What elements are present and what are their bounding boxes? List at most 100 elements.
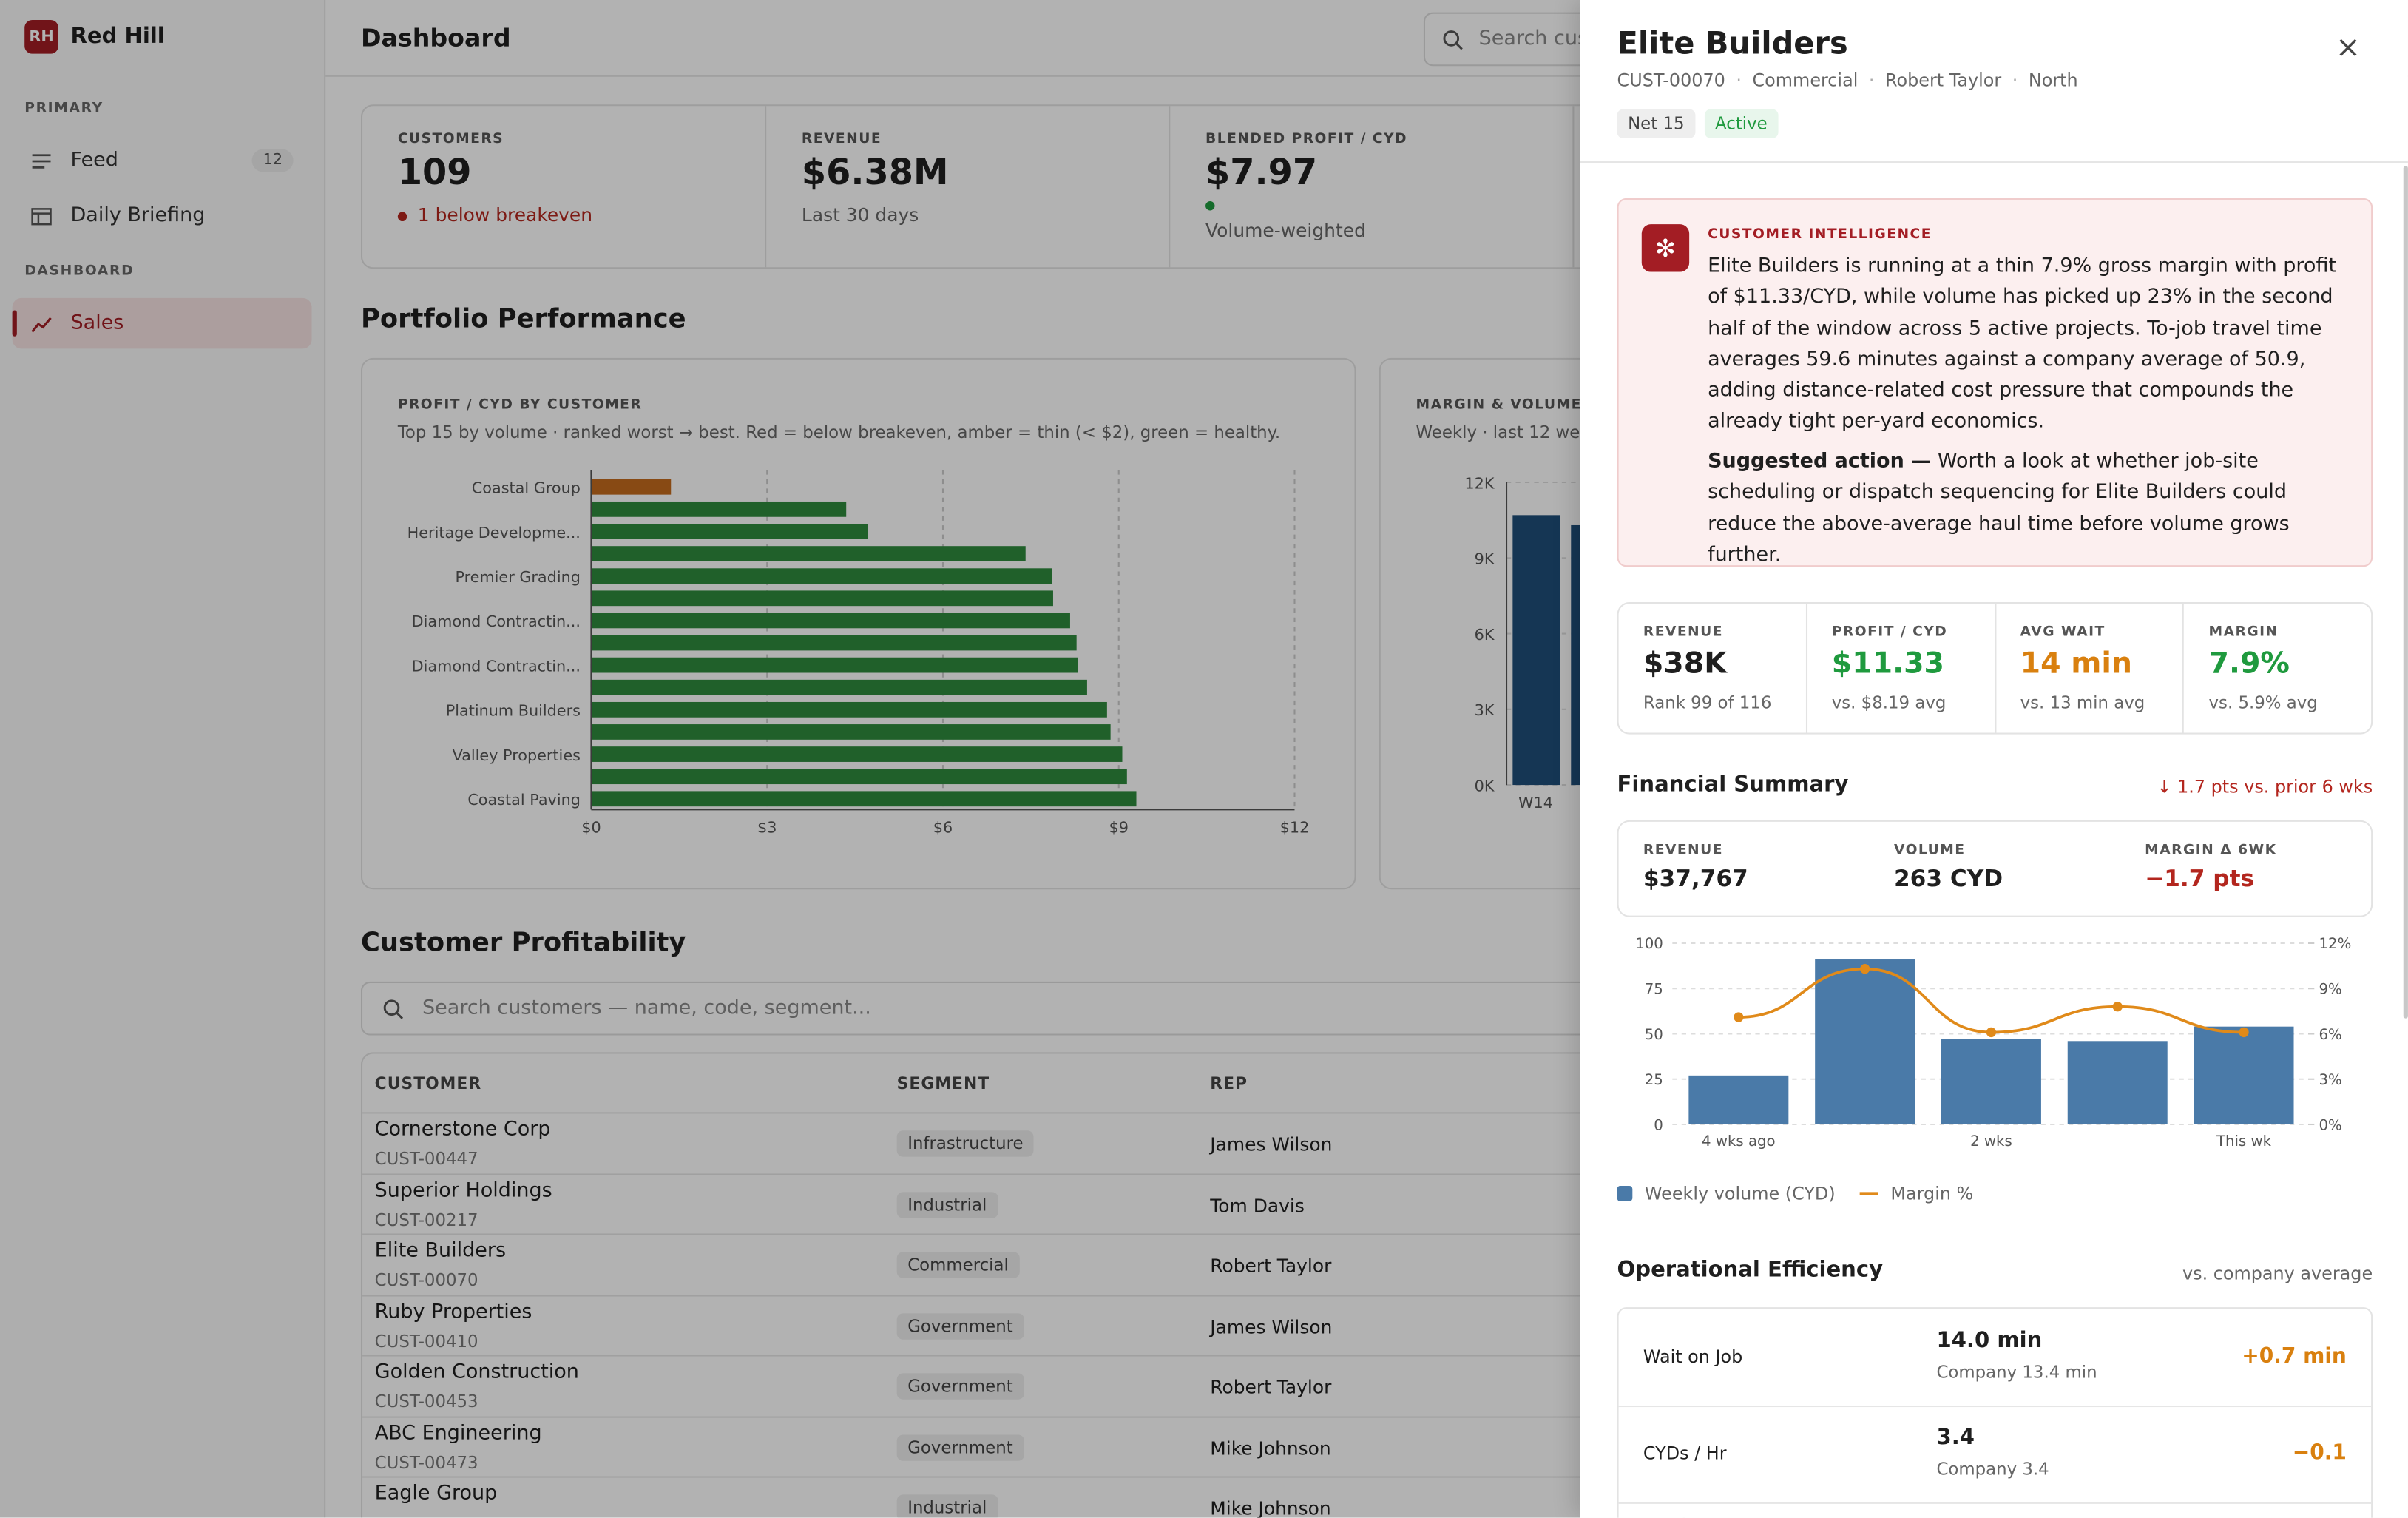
nav-item[interactable]: Daily Briefing [13, 190, 312, 241]
meta: CUST-00070 · Commercial · Robert Taylor · Nort… [1617, 69, 2078, 90]
stat-value: $37,767 [1643, 865, 1748, 893]
bar [591, 679, 1087, 695]
ops-value: 3.4 [1936, 1425, 1975, 1451]
metric-note: vs. 13 min avg [2020, 692, 2145, 713]
nav-icon [31, 207, 52, 225]
scrollbar[interactable] [2403, 166, 2408, 1019]
table-row[interactable]: Elite Builders CUST-00070 Commercial Robert… [362, 1233, 1683, 1295]
y-tick-label: Coastal Paving [467, 791, 581, 809]
table-row[interactable]: Superior Holdings CUST-00217 Industrial Tom… [362, 1173, 1683, 1235]
tag: Net 15 [1617, 109, 1696, 138]
separator: · [1736, 69, 1742, 91]
bar [2067, 1041, 2168, 1124]
rep: Robert Taylor [1210, 1255, 1332, 1277]
kpi-note: Last 30 days [801, 204, 919, 226]
y-tick-label: 0K [1475, 777, 1495, 795]
chart-subtitle: Weekly · last 12 wee [1416, 422, 1591, 443]
point [1986, 1027, 1997, 1038]
x-tick-label: 4 wks ago [1702, 1133, 1776, 1150]
y-tick-label: 50 [1645, 1026, 1663, 1043]
search-icon [1443, 30, 1463, 50]
kpi-note: 1 below breakeven [397, 204, 592, 226]
y-tick-label: 12K [1464, 474, 1495, 492]
x-tick-label: $12 [1280, 818, 1310, 836]
point [1734, 1012, 1744, 1022]
line [1738, 967, 2245, 1034]
y-tick-label: Coastal Group [472, 479, 581, 497]
segment-tag: Commercial [896, 1252, 1020, 1278]
y2-tick-label: 9% [2319, 980, 2342, 997]
stat-label: MARGIN Δ 6WK [2145, 843, 2277, 859]
table-row[interactable]: Ruby Properties CUST-00410 Government James… [362, 1294, 1683, 1356]
y-tick-label: Diamond Contractin... [412, 657, 581, 675]
column-header: SEGMENT [896, 1075, 990, 1094]
section-title: Customer Profitability [360, 928, 686, 959]
overlay[interactable] [0, 0, 1580, 1518]
delta: ↓ 1.7 pts vs. prior 6 wks [2157, 775, 2373, 797]
drawer-title: Elite Builders [1617, 24, 1848, 62]
metric: AVG WAIT 14 min vs. 13 min avg [1995, 604, 2185, 733]
chart: 0 25 50 75 100 0% 3% 6% 9% 12% 4 wks ago 2 wks This … [1635, 935, 2352, 1150]
search-icon [383, 999, 404, 1019]
y-tick-label: 75 [1645, 980, 1663, 997]
bar [591, 546, 1026, 561]
legend-label: Margin % [1890, 1182, 1974, 1204]
stat: REVENUE $37,767 [1619, 822, 1870, 916]
nav-item[interactable]: Sales [12, 297, 312, 349]
close-button[interactable] [2337, 37, 2358, 58]
table-row[interactable]: ABC Engineering CUST-00473 Government Mike … [362, 1415, 1683, 1477]
table-row[interactable]: Golden Construction CUST-00453 Government R… [362, 1355, 1683, 1417]
ops-company: Company 13.4 min [1936, 1362, 2097, 1383]
customer-name: Ruby Properties [374, 1300, 532, 1323]
kpi-label: REVENUE [801, 132, 882, 148]
legend: Weekly volume (CYD) Margin % [1617, 1183, 1998, 1204]
bar [591, 590, 1053, 607]
y-tick-label: Diamond Contractin... [412, 613, 581, 630]
active-bar [12, 310, 17, 337]
metrics: REVENUE $38K Rank 99 of 116 PROFIT / CYD $11… [1617, 601, 2373, 735]
chart: $0 $3 $6 $9 $12 Coastal Group Heritage Develop… [407, 470, 1310, 836]
ops-delta: +0.7 min [2242, 1343, 2347, 1369]
nav-item[interactable]: Feed 12 [13, 135, 312, 186]
bar [591, 769, 1127, 785]
stat: MARGIN Δ 6WK −1.7 pts [2120, 822, 2371, 916]
action-text: Worth a look at whether job-site schedul… [1708, 450, 2290, 567]
table-row[interactable]: Eagle Group Industrial Mike Johnson [362, 1476, 1683, 1518]
meta-item: Commercial [1752, 69, 1859, 91]
action-label: Suggested action — [1708, 450, 1932, 473]
y-tick-label: Valley Properties [453, 746, 581, 764]
brand: Red Hill [70, 24, 165, 50]
table-row[interactable]: Cornerstone Corp CUST-00447 Infrastructure… [362, 1112, 1683, 1174]
bar [591, 657, 1078, 673]
metric: REVENUE $38K Rank 99 of 116 [1619, 604, 1807, 733]
y-tick-label: 3K [1475, 701, 1495, 719]
segment-tag: Industrial [896, 1191, 998, 1218]
y-tick-label: 100 [1635, 935, 1663, 952]
legend-swatch [1617, 1186, 1633, 1201]
bar [591, 791, 1137, 807]
metric: PROFIT / CYD $11.33 vs. $8.19 avg [1807, 604, 1996, 733]
section-title: Portfolio Performance [360, 304, 686, 335]
y2-tick-label: 0% [2319, 1116, 2342, 1133]
bar [1941, 1039, 2041, 1124]
stat: VOLUME 263 CYD [1870, 822, 2120, 916]
customer-code: CUST-00217 [374, 1210, 478, 1230]
bar [591, 568, 1052, 584]
metric-note: vs. $8.19 avg [1831, 692, 1947, 713]
divider [1580, 161, 2408, 163]
intel-icon: ✻ [1641, 224, 1690, 272]
page-title: Dashboard [360, 23, 511, 53]
search-placeholder: Search cus [1478, 27, 1589, 51]
customer-table: CUSTOMER SEGMENT REP Cornerstone Corp CUST-0… [360, 1052, 1685, 1518]
point [2239, 1027, 2249, 1038]
nav-label: Sales [70, 311, 124, 335]
stat-label: VOLUME [1894, 843, 1966, 859]
point [2112, 1002, 2123, 1012]
bar [591, 613, 1070, 629]
y2-tick-label: 12% [2319, 935, 2352, 952]
table-search[interactable]: Search customers — name, code, segment..… [360, 981, 1685, 1036]
stat-value: −1.7 pts [2145, 865, 2255, 893]
legend-label: Weekly volume (CYD) [1644, 1182, 1836, 1204]
dot [397, 211, 407, 220]
bar [2194, 1026, 2294, 1124]
